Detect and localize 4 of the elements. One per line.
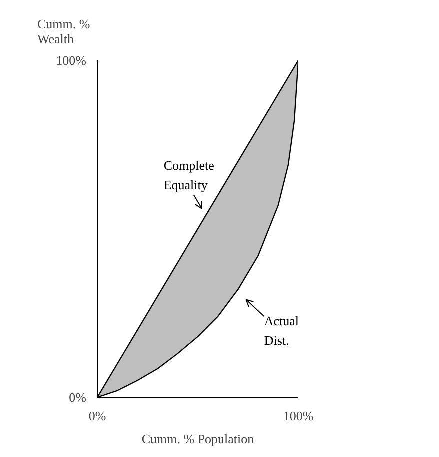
series-label: Complete Equality <box>164 158 215 193</box>
y-axis-title: Cumm. % Wealth <box>38 16 90 46</box>
x-axis-title: Cumm. % Population <box>142 432 255 446</box>
legend-label: Actual Dist. <box>264 313 300 348</box>
